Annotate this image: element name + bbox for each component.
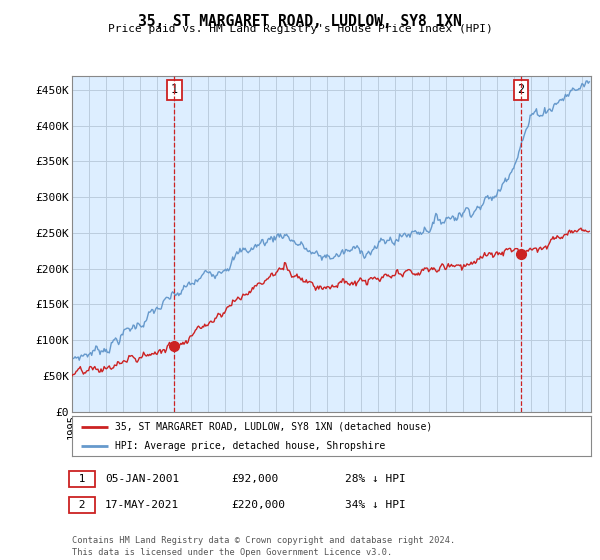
- Text: 05-JAN-2001: 05-JAN-2001: [105, 474, 179, 484]
- Text: 28% ↓ HPI: 28% ↓ HPI: [345, 474, 406, 484]
- Text: 1: 1: [72, 474, 92, 484]
- Text: 35, ST MARGARET ROAD, LUDLOW, SY8 1XN: 35, ST MARGARET ROAD, LUDLOW, SY8 1XN: [138, 14, 462, 29]
- Text: £220,000: £220,000: [231, 500, 285, 510]
- Text: Contains HM Land Registry data © Crown copyright and database right 2024.
This d: Contains HM Land Registry data © Crown c…: [72, 536, 455, 557]
- Text: 35, ST MARGARET ROAD, LUDLOW, SY8 1XN (detached house): 35, ST MARGARET ROAD, LUDLOW, SY8 1XN (d…: [115, 422, 432, 432]
- Text: 2: 2: [72, 500, 92, 510]
- Text: HPI: Average price, detached house, Shropshire: HPI: Average price, detached house, Shro…: [115, 441, 385, 450]
- Text: £92,000: £92,000: [231, 474, 278, 484]
- Text: 34% ↓ HPI: 34% ↓ HPI: [345, 500, 406, 510]
- Text: Price paid vs. HM Land Registry's House Price Index (HPI): Price paid vs. HM Land Registry's House …: [107, 24, 493, 34]
- Text: 1: 1: [171, 83, 178, 96]
- Text: 17-MAY-2021: 17-MAY-2021: [105, 500, 179, 510]
- Text: 2: 2: [517, 83, 524, 96]
